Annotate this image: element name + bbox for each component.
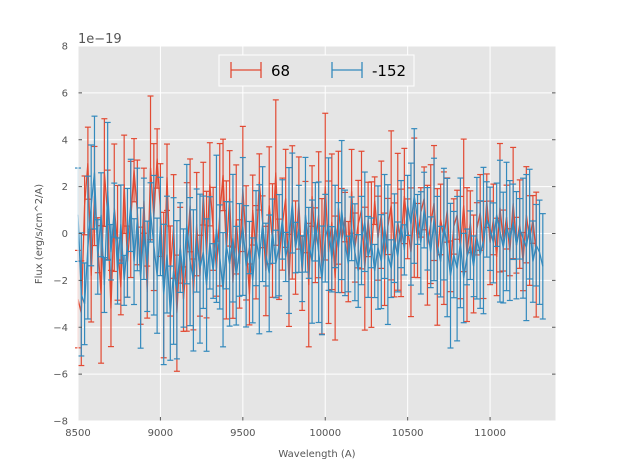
- y-tick-label: 2: [62, 182, 68, 193]
- series-layer: [75, 95, 546, 372]
- x-tick-label: 9500: [230, 428, 255, 439]
- y-tick-label: −8: [53, 417, 68, 428]
- y-tick-label: −4: [53, 323, 68, 334]
- x-tick-label: 10000: [309, 428, 341, 439]
- y-tick-label: 6: [62, 88, 68, 99]
- y-axis-label: Flux (erg/s/cm^2/A): [34, 184, 45, 284]
- y-tick-label: 8: [62, 42, 68, 53]
- legend-label: -152: [372, 62, 406, 80]
- y-tick-label: 0: [62, 229, 68, 240]
- x-tick-label: 10500: [392, 428, 424, 439]
- plot-frame: [77, 45, 557, 422]
- legend: 68 -152: [218, 54, 415, 87]
- y-tick-label: −6: [53, 370, 68, 381]
- y-tick-label: 4: [62, 135, 68, 146]
- x-tick-label: 8500: [65, 428, 90, 439]
- x-tick-label: 11000: [474, 428, 506, 439]
- x-axis-label: Wavelength (A): [278, 449, 355, 460]
- series-line: [77, 172, 544, 314]
- y-tick-label: −2: [53, 276, 68, 287]
- x-tick-label: 9000: [148, 428, 173, 439]
- legend-label: 68: [271, 62, 290, 80]
- y-offset-label: 1e−19: [78, 32, 122, 47]
